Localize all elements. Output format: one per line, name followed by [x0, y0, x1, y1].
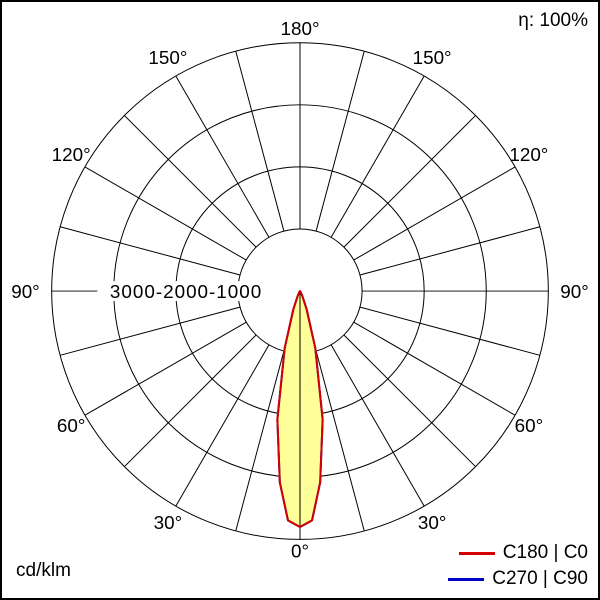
intensity-curves: [276, 290, 324, 540]
legend-line-c0-icon: [458, 551, 495, 555]
legend-label-c0: C180 | C0: [502, 542, 588, 563]
legend-row-c0: C180 | C0: [458, 542, 588, 564]
grid-spoke: [235, 51, 285, 232]
angle-label-60: 60°: [515, 415, 544, 436]
angle-label-180: 180°: [280, 18, 319, 39]
grid-spoke: [124, 334, 257, 468]
grid-spoke: [84, 321, 247, 416]
legend-label-c90: C270 | C90: [492, 568, 588, 589]
grid-spoke: [343, 115, 476, 248]
legend-row-c90: C270 | C90: [448, 568, 588, 590]
angle-labels: 0° 30° 30° 60° 60° 90° 90° 120° 120° 150° 150° 180°: [11, 18, 589, 561]
grid-spoke: [84, 166, 247, 261]
grid-spoke: [359, 226, 541, 276]
angle-label-30: 30°: [418, 512, 447, 533]
grid-spoke: [124, 115, 257, 248]
angle-label-90: 90°: [560, 281, 589, 302]
grid-spoke: [175, 75, 270, 238]
unit-label: cd/klm: [16, 560, 71, 581]
grid-spoke: [175, 344, 270, 507]
grid-spoke: [59, 306, 241, 356]
grid-spoke: [59, 226, 241, 276]
legend: C180 | C0 C270 | C90: [448, 542, 588, 590]
angle-label-120: 120°: [52, 144, 91, 165]
efficiency-label: η: 100%: [518, 10, 588, 31]
angle-label-150: 150°: [148, 47, 187, 68]
angle-label-120: 120°: [509, 144, 548, 165]
legend-line-c90-icon: [448, 577, 485, 581]
ring-axis-labels: 3000-2000-1000: [110, 281, 262, 302]
grid-spoke: [235, 350, 285, 532]
ring-labels: 3000-2000-1000: [97, 281, 265, 302]
grid-spoke: [315, 51, 365, 232]
angle-label-0: 0°: [291, 540, 309, 561]
grid-spoke: [353, 166, 516, 261]
curve-C180 | C0: [276, 290, 324, 528]
grid-spoke: [330, 75, 425, 238]
grid-spoke: [330, 344, 425, 507]
ring-label-mask: [97, 281, 265, 301]
grid-spoke: [353, 321, 516, 416]
angle-label-60: 60°: [57, 415, 86, 436]
angle-label-90: 90°: [11, 281, 40, 302]
angle-label-150: 150°: [413, 47, 452, 68]
angle-label-30: 30°: [154, 512, 183, 533]
grid-spoke: [359, 306, 541, 356]
grid-spoke: [315, 350, 365, 532]
grid-spoke: [343, 334, 476, 468]
